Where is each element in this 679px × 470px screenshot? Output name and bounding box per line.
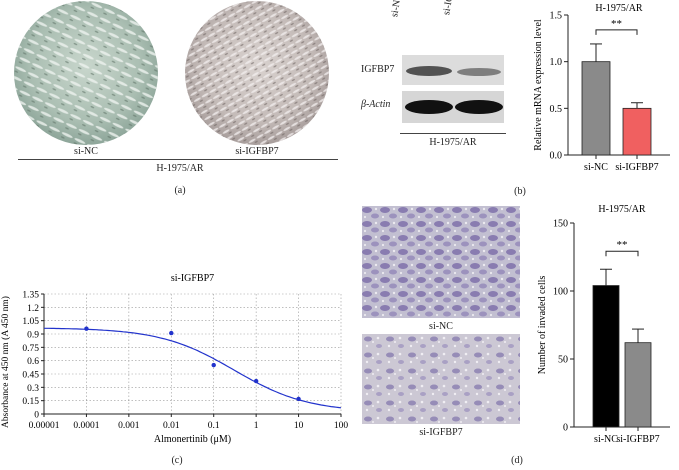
chart-title: H-1975/AR [595, 3, 643, 14]
panel-d-letter: (d) [511, 455, 523, 466]
significance-marker: ** [611, 18, 622, 30]
chart-title: H-1975/AR [598, 204, 646, 215]
data-point [211, 362, 216, 368]
dose-response-chart: si-IGFBP7 0 0.15 0.3 0.45 0.6 0.75 0.9 1.05 1.2 1.… [0, 273, 349, 445]
panel-a-left-label: si-NC [74, 146, 98, 157]
chart-title: si-IGFBP7 [171, 273, 214, 284]
y-tick-label: 0 [34, 411, 39, 421]
blot-band [457, 68, 501, 76]
transwell-si-nc-image [362, 206, 520, 318]
transwell-top-label: si-NC [429, 321, 453, 332]
blot-group-line [400, 133, 506, 134]
y-tick-label: 0.3 [27, 384, 39, 394]
y-tick-label: 1.2 [27, 304, 39, 314]
x-tick-label: 0.01 [163, 421, 180, 431]
bar-si-nc [592, 285, 620, 428]
y-axis-label: Absorbance at 450 nm (A 450 nm) [0, 296, 11, 428]
data-point [253, 378, 259, 384]
blot-row-label: IGFBP7 [361, 64, 395, 75]
bar-si-igfbp7 [622, 107, 652, 156]
blot-lane-label: si-IGFBP7 [441, 0, 459, 16]
y-tick-label: 0.75 [22, 344, 39, 354]
blot-band [455, 100, 503, 114]
bar-si-nc [581, 61, 611, 156]
blot-lane-label: si-NC [389, 0, 405, 18]
x-tick-label: 1 [254, 421, 259, 431]
y-tick-label: 150 [553, 219, 568, 230]
western-blot [402, 55, 504, 123]
y-tick-label: 0.45 [22, 371, 39, 381]
x-tick-label: 0.1 [208, 421, 220, 431]
blot-row-label: β-Actin [361, 99, 391, 110]
micrograph-pair [14, 1, 329, 145]
y-tick-label: 0 [563, 423, 568, 434]
y-tick-label: 0.15 [22, 397, 39, 407]
x-tick-label: si-IGFBP7 [616, 434, 659, 445]
bar-si-igfbp7 [624, 342, 652, 428]
x-tick-label: si-NC [584, 162, 608, 173]
invaded-cells-chart: H-1975/AR 0 50 100 150 Number of invaded cell… [537, 204, 670, 445]
y-tick-label: 0.6 [27, 357, 39, 367]
x-tick-label: si-NC [594, 434, 618, 445]
significance-bracket [595, 29, 638, 35]
y-axis-label: Number of invaded cells [537, 276, 548, 375]
transwell-bottom-label: si-IGFBP7 [419, 427, 463, 438]
y-tick-label: 0.9 [27, 331, 39, 341]
x-tick-label: 0.0001 [73, 421, 99, 431]
y-tick-label: 0.5 [550, 104, 563, 115]
panel-a-letter: (a) [174, 185, 186, 196]
y-tick-label: 1.0 [550, 57, 563, 68]
y-tick-label: 50 [558, 355, 568, 366]
data-point [296, 396, 301, 402]
fit-curve [44, 327, 342, 409]
x-tick-label: 0.001 [118, 421, 140, 431]
significance-marker: ** [617, 239, 628, 251]
y-tick-label: 1.05 [22, 317, 39, 327]
panel-a-right-label: si-IGFBP7 [235, 146, 279, 157]
y-tick-label: 100 [553, 287, 568, 298]
y-tick-label: 0.0 [550, 151, 563, 162]
data-point [84, 326, 89, 331]
x-tick-label: 100 [334, 421, 349, 431]
blot-band [405, 100, 453, 114]
mrna-expression-chart: H-1975/AR 0.0 0.5 1.0 1.5 Relative mRNA expre… [533, 3, 670, 173]
significance-bracket [605, 250, 639, 257]
x-axis-label: Almonertinib (μM) [154, 434, 231, 445]
blot-band [406, 66, 452, 76]
blot-group-label: H-1975/AR [429, 137, 477, 148]
y-axis-label: Relative mRNA expression level [533, 19, 544, 151]
x-tick-label: 10 [294, 421, 304, 431]
transwell-si-igfbp7-image [362, 334, 520, 424]
x-tick-label: si-IGFBP7 [615, 162, 658, 173]
panel-b-letter: (b) [514, 186, 526, 197]
x-tick-label: 0.00001 [29, 421, 60, 431]
data-point [169, 330, 174, 336]
y-tick-label: 1.35 [22, 291, 39, 301]
panel-c-letter: (c) [171, 455, 183, 466]
panel-a-group-line [18, 159, 338, 160]
panel-a-group-label: H-1975/AR [156, 163, 204, 174]
y-tick-label: 1.5 [550, 11, 563, 22]
